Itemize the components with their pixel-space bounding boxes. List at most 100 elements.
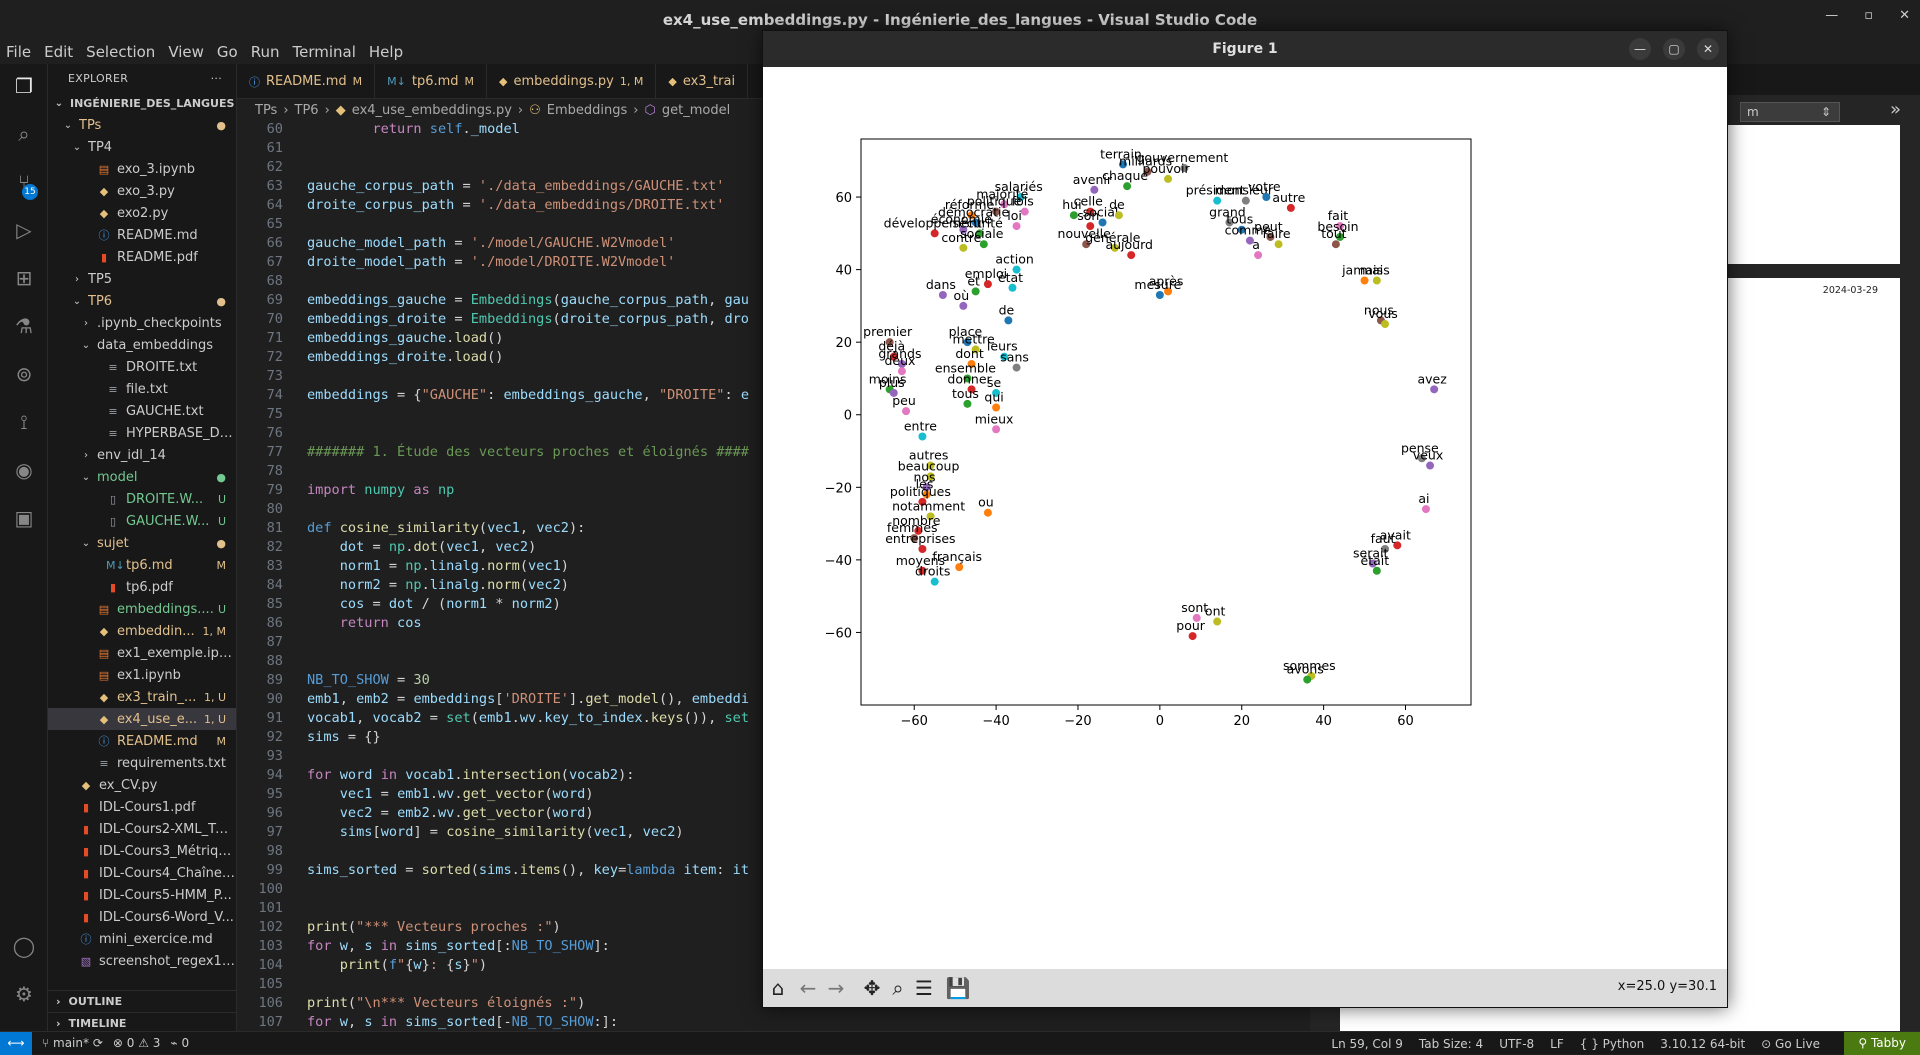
- file-item[interactable]: ◆ ex_CV.py: [48, 774, 236, 796]
- file-item[interactable]: ▮ IDL-Cours2-XML_TA...: [48, 818, 236, 840]
- minimize-icon[interactable]: —: [1825, 8, 1839, 23]
- file-item[interactable]: ◆ embeddin... 1, M: [48, 620, 236, 642]
- eol[interactable]: LF: [1550, 1036, 1564, 1051]
- minimize-icon[interactable]: —: [1629, 38, 1651, 60]
- file-item[interactable]: ◆ ex3_train_... 1, U: [48, 686, 236, 708]
- scatter-plot[interactable]: −60 −40 −20 0 20 40 60−60−40−200204060terraing…: [763, 67, 1727, 969]
- code-editor[interactable]: 60 return self._model 61 62 63 gauche_corpus…: [237, 121, 1920, 1033]
- branch-indicator[interactable]: ⑂ main* ⟳: [42, 1036, 103, 1050]
- tab-size[interactable]: Tab Size: 4: [1418, 1036, 1484, 1051]
- encoding[interactable]: UTF-8: [1499, 1036, 1535, 1051]
- folder-item[interactable]: ⌄ data_embeddings: [48, 334, 236, 356]
- close-icon[interactable]: ✕: [1697, 38, 1719, 60]
- close-icon[interactable]: ✕: [1899, 8, 1910, 23]
- folder-item[interactable]: ⌄ sujet ●: [48, 532, 236, 554]
- back-arrow-icon[interactable]: ←: [799, 976, 817, 1000]
- ports-indicator[interactable]: ⌁ 0: [170, 1036, 190, 1050]
- menu-run[interactable]: Run: [250, 43, 280, 61]
- file-item[interactable]: ▮ IDL-Cours3_Métriqu...: [48, 840, 236, 862]
- file-item[interactable]: ▤ embeddings.... U: [48, 598, 236, 620]
- editor-tab[interactable]: ⓘ README.md M: [237, 64, 376, 99]
- file-item[interactable]: ⓘ mini_exercice.md: [48, 928, 236, 950]
- file-item[interactable]: ⓘ README.md M: [48, 730, 236, 752]
- docker-icon[interactable]: ▣: [14, 506, 34, 530]
- editor-tab[interactable]: ◆ ex3_trai: [656, 64, 749, 99]
- file-item[interactable]: ▮ IDL-Cours4_Chaînes...: [48, 862, 236, 884]
- explorer-icon[interactable]: ❐: [15, 74, 33, 98]
- interpreter[interactable]: 3.10.12 64-bit: [1660, 1036, 1746, 1051]
- breadcrumb-item[interactable]: Embeddings: [546, 102, 628, 118]
- file-item[interactable]: ▮ README.pdf: [48, 246, 236, 268]
- menu-file[interactable]: File: [6, 43, 32, 61]
- outline-section[interactable]: › OUTLINE: [48, 990, 236, 1012]
- file-item[interactable]: ▤ exo_3.ipynb: [48, 158, 236, 180]
- double-chevron-icon[interactable]: »: [1890, 99, 1902, 120]
- extensions-icon[interactable]: ⊞: [15, 266, 33, 290]
- menu-go[interactable]: Go: [216, 43, 238, 61]
- account-icon[interactable]: ◯: [12, 934, 36, 958]
- settings-gear-icon[interactable]: ⚙: [15, 982, 33, 1006]
- cursor-position[interactable]: Ln 59, Col 9: [1331, 1036, 1403, 1051]
- file-item[interactable]: ▯ DROITE.W... U: [48, 488, 236, 510]
- file-item[interactable]: ≡ HYPERBASE_Dr...: [48, 422, 236, 444]
- file-item[interactable]: ≡ GAUCHE.txt: [48, 400, 236, 422]
- file-item[interactable]: ≡ requirements.txt: [48, 752, 236, 774]
- folder-item[interactable]: ⌄ TP6 ●: [48, 290, 236, 312]
- file-item[interactable]: ≡ file.txt: [48, 378, 236, 400]
- configure-subplots-icon[interactable]: ☰: [915, 976, 933, 1000]
- file-item[interactable]: ◆ ex4_use_e... 1, U: [48, 708, 236, 730]
- more-actions-icon[interactable]: ···: [210, 71, 222, 85]
- search-icon[interactable]: ⌕: [18, 122, 30, 146]
- forward-arrow-icon[interactable]: →: [827, 976, 845, 1000]
- file-item[interactable]: ▯ GAUCHE.W... U: [48, 510, 236, 532]
- folder-item[interactable]: ⌄ TP4: [48, 136, 236, 158]
- breadcrumb-item[interactable]: TPs: [255, 102, 278, 118]
- preview-zoom-select[interactable]: m ⇕: [1740, 102, 1840, 122]
- folder-item[interactable]: › env_idl_14: [48, 444, 236, 466]
- language-mode[interactable]: { } Python: [1579, 1036, 1645, 1051]
- folder-item[interactable]: › TP5: [48, 268, 236, 290]
- menu-selection[interactable]: Selection: [86, 43, 156, 61]
- folder-item[interactable]: ⌄ model ●: [48, 466, 236, 488]
- menu-help[interactable]: Help: [368, 43, 404, 61]
- file-item[interactable]: ▮ IDL-Cours1.pdf: [48, 796, 236, 818]
- menu-view[interactable]: View: [168, 43, 204, 61]
- maximize-icon[interactable]: ▫: [1864, 8, 1874, 23]
- file-item[interactable]: ▮ tp6.pdf: [48, 576, 236, 598]
- file-item[interactable]: ⓘ README.md: [48, 224, 236, 246]
- testing-icon[interactable]: ⚗: [15, 314, 33, 338]
- file-item[interactable]: ▤ ex1.ipynb: [48, 664, 236, 686]
- folder-item[interactable]: ⌄ TPs ●: [48, 114, 236, 136]
- maximize-icon[interactable]: ▢: [1663, 38, 1685, 60]
- remote-explorer-icon[interactable]: ⊚: [15, 362, 33, 386]
- timeline-section[interactable]: › TIMELINE: [48, 1012, 236, 1034]
- breadcrumb-item[interactable]: get_model: [661, 102, 731, 118]
- editor-tab[interactable]: M↓ tp6.md M: [375, 64, 488, 99]
- folder-item[interactable]: › .ipynb_checkpoints: [48, 312, 236, 334]
- menu-terminal[interactable]: Terminal: [292, 43, 356, 61]
- go-live[interactable]: ⊙ Go Live: [1761, 1036, 1820, 1051]
- file-item[interactable]: ◆ exo2.py: [48, 202, 236, 224]
- editor-tab[interactable]: ◆ embeddings.py 1, M: [487, 64, 657, 99]
- file-item[interactable]: ▤ ex1_exemple.ipynb: [48, 642, 236, 664]
- file-item[interactable]: ▮ IDL-Cours6-Word_V...: [48, 906, 236, 928]
- tabby-status[interactable]: ⚲ Tabby: [1844, 1032, 1920, 1055]
- problems-indicator[interactable]: ⊗ 0 ⚠ 3: [112, 1036, 161, 1050]
- save-icon[interactable]: 💾: [945, 976, 971, 1000]
- file-item[interactable]: ▮ IDL-Cours5-HMM_P...: [48, 884, 236, 906]
- file-item[interactable]: ≡ DROITE.txt: [48, 356, 236, 378]
- home-icon[interactable]: ⌂: [771, 976, 785, 1000]
- pan-icon[interactable]: ✥: [863, 976, 881, 1000]
- github-icon[interactable]: ◉: [15, 458, 33, 482]
- file-item[interactable]: ◆ exo_3.py: [48, 180, 236, 202]
- remote-icon[interactable]: ⟷: [0, 1031, 32, 1055]
- python-icon[interactable]: ⟟: [20, 410, 28, 434]
- breadcrumb-item[interactable]: ex4_use_embeddings.py: [351, 102, 512, 118]
- menu-edit[interactable]: Edit: [44, 43, 74, 61]
- file-item[interactable]: ▧ screenshot_regex10...: [48, 950, 236, 972]
- figure-canvas[interactable]: −60 −40 −20 0 20 40 60 −60 −40 −20 0 20 40 60 terrain g…: [763, 67, 1727, 969]
- zoom-icon[interactable]: ⌕: [892, 976, 904, 1000]
- workspace-root[interactable]: ⌄ INGÉNIERIE_DES_LANGUES: [48, 92, 236, 114]
- breadcrumb-item[interactable]: TP6: [294, 102, 319, 118]
- file-item[interactable]: M↓ tp6.md M: [48, 554, 236, 576]
